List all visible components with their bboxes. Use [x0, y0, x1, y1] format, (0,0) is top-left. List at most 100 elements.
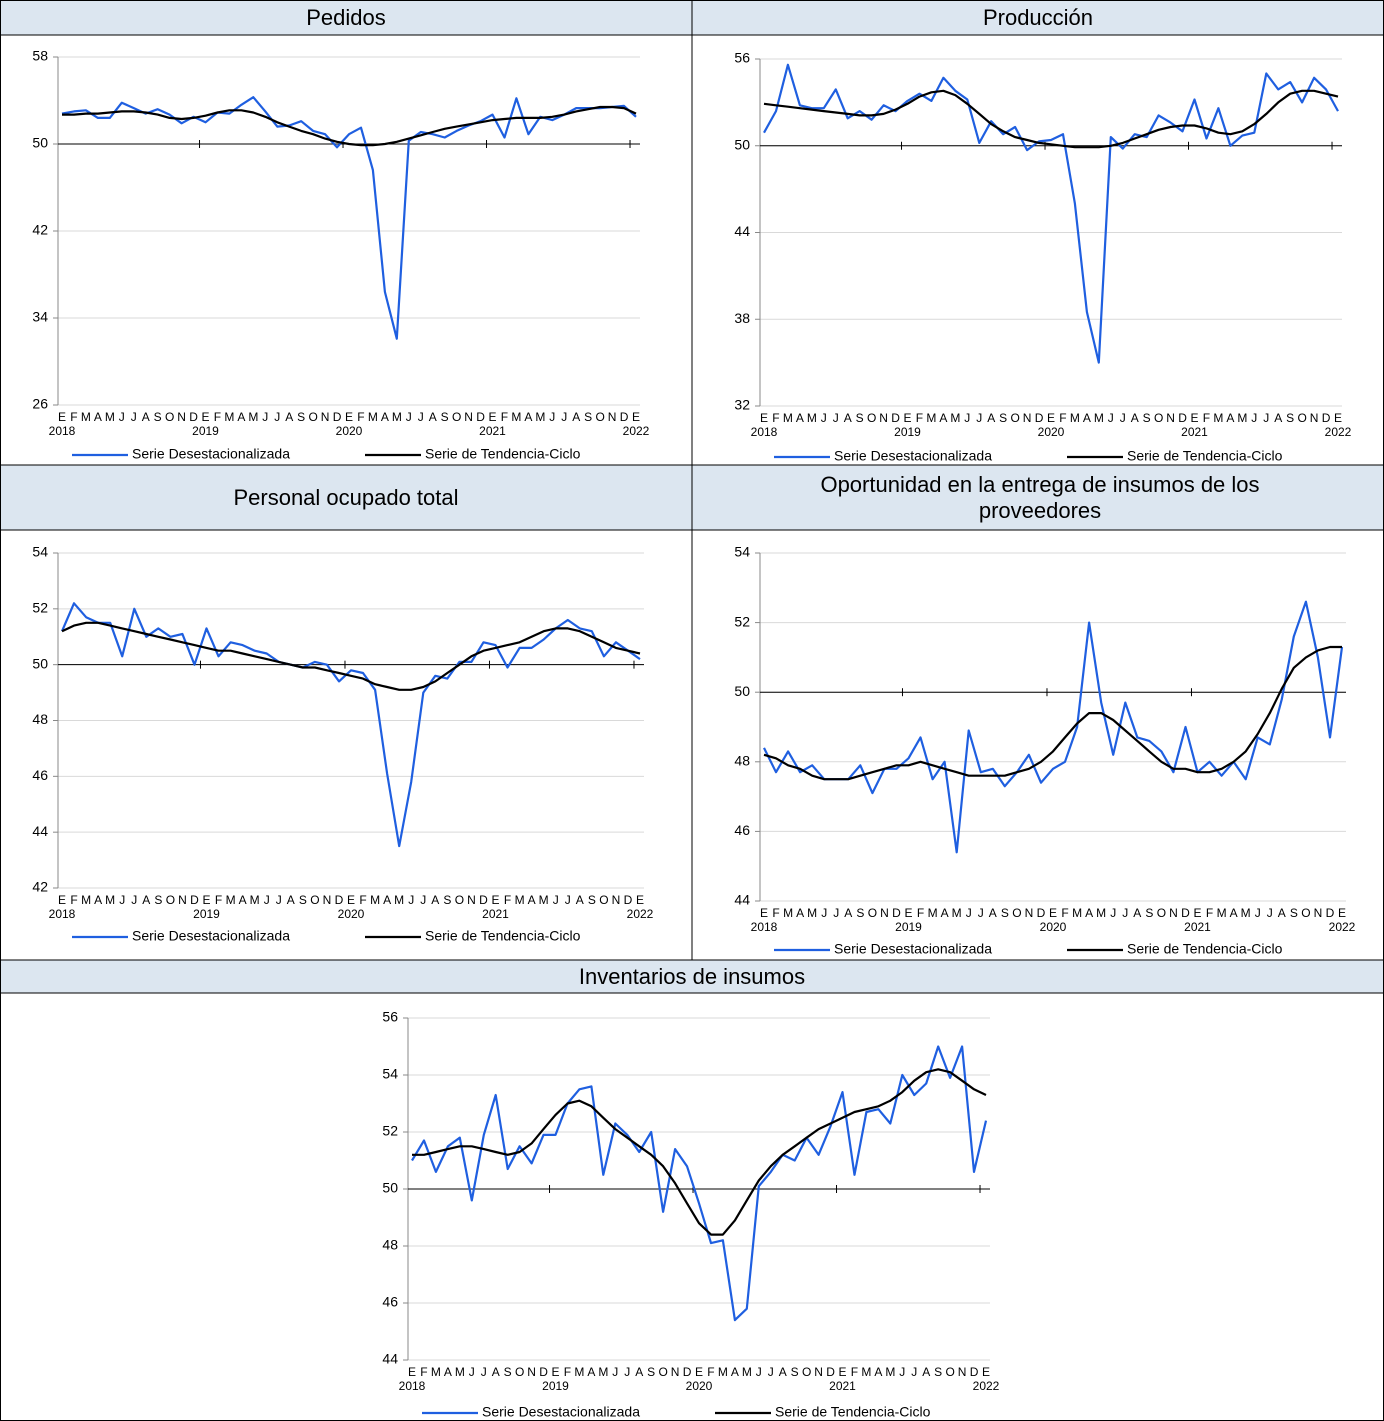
x-tick-label: J: [612, 1365, 618, 1379]
x-tick-label: J: [481, 1365, 487, 1379]
title-band: [0, 960, 1384, 993]
x-tick-label: N: [321, 410, 330, 424]
x-tick-label: A: [524, 410, 532, 424]
y-tick-label: 50: [32, 655, 48, 671]
x-tick-label: M: [1096, 906, 1106, 920]
x-tick-label: E: [1049, 906, 1057, 920]
chart-title: Pedidos: [306, 4, 386, 30]
x-tick-label: M: [950, 411, 960, 425]
x-tick-label: N: [1025, 906, 1034, 920]
x-tick-label: A: [1278, 906, 1286, 920]
x-tick-label: E: [345, 410, 353, 424]
x-tick-label: E: [488, 410, 496, 424]
year-label: 2022: [973, 1379, 1000, 1393]
x-tick-label: S: [999, 411, 1007, 425]
x-tick-label: M: [783, 411, 793, 425]
x-tick-label: F: [564, 1365, 571, 1379]
x-tick-label: M: [105, 410, 115, 424]
y-tick-label: 46: [734, 822, 750, 838]
y-tick-label: 50: [32, 135, 48, 151]
x-tick-label: E: [632, 410, 640, 424]
x-tick-label: D: [1035, 411, 1044, 425]
x-tick-label: E: [904, 906, 912, 920]
year-label: 2018: [751, 425, 778, 439]
x-tick-label: J: [418, 410, 424, 424]
y-tick-label: 50: [734, 683, 750, 699]
x-tick-label: F: [772, 411, 779, 425]
x-tick-label: A: [796, 906, 804, 920]
x-tick-label: J: [756, 1365, 762, 1379]
x-tick-label: A: [796, 411, 804, 425]
x-tick-label: N: [467, 893, 476, 907]
x-tick-label: M: [1213, 411, 1223, 425]
x-tick-label: O: [452, 410, 461, 424]
chart-title: Oportunidad en la entrega de insumos de …: [820, 471, 1260, 523]
x-tick-label: O: [308, 410, 317, 424]
x-tick-label: M: [1072, 906, 1082, 920]
x-tick-label: N: [177, 410, 186, 424]
x-tick-label: E: [347, 893, 355, 907]
x-tick-label: O: [1010, 411, 1019, 425]
x-tick-label: J: [565, 893, 571, 907]
x-tick-label: E: [1338, 906, 1346, 920]
x-tick-label: D: [1181, 906, 1190, 920]
x-tick-label: O: [802, 1365, 811, 1379]
x-tick-label: F: [504, 893, 511, 907]
x-tick-label: D: [1326, 906, 1335, 920]
x-tick-label: A: [239, 893, 247, 907]
x-tick-label: E: [636, 893, 644, 907]
x-tick-label: O: [310, 893, 319, 907]
y-tick-label: 48: [32, 711, 48, 727]
x-tick-label: A: [587, 1365, 595, 1379]
x-tick-label: S: [647, 1365, 655, 1379]
x-tick-label: A: [731, 1365, 739, 1379]
x-tick-label: M: [885, 1365, 895, 1379]
x-tick-label: J: [561, 410, 567, 424]
x-tick-label: E: [58, 410, 66, 424]
x-tick-label: F: [851, 1365, 858, 1379]
x-tick-label: J: [833, 906, 839, 920]
legend-label: Serie Desestacionalizada: [834, 941, 992, 957]
x-tick-label: D: [190, 893, 199, 907]
x-tick-label: J: [119, 893, 125, 907]
x-tick-label: O: [165, 410, 174, 424]
x-tick-label: E: [903, 411, 911, 425]
x-tick-label: E: [1193, 906, 1201, 920]
x-tick-label: J: [624, 1365, 630, 1379]
x-tick-label: M: [392, 410, 402, 424]
x-tick-label: F: [359, 893, 366, 907]
x-tick-label: N: [178, 893, 187, 907]
x-tick-label: A: [1131, 411, 1139, 425]
y-tick-label: 44: [734, 223, 750, 239]
x-tick-label: M: [861, 1365, 871, 1379]
x-tick-label: O: [599, 893, 608, 907]
x-tick-label: M: [370, 893, 380, 907]
x-tick-label: S: [504, 1365, 512, 1379]
year-label: 2021: [479, 424, 506, 438]
y-tick-label: 50: [734, 136, 750, 152]
x-tick-label: M: [926, 411, 936, 425]
chart-title: Inventarios de insumos: [578, 963, 806, 989]
x-tick-label: A: [576, 893, 584, 907]
x-tick-label: S: [1001, 906, 1009, 920]
x-tick-label: S: [297, 410, 305, 424]
x-tick-label: M: [718, 1365, 728, 1379]
year-label: 2018: [399, 1379, 426, 1393]
x-tick-label: E: [1047, 411, 1055, 425]
x-tick-label: J: [553, 893, 559, 907]
x-tick-label: A: [431, 893, 439, 907]
year-label: 2020: [338, 907, 365, 921]
x-tick-label: E: [982, 1365, 990, 1379]
year-label: 2020: [686, 1379, 713, 1393]
x-tick-label: M: [431, 1365, 441, 1379]
x-tick-label: O: [595, 410, 604, 424]
x-tick-label: J: [406, 410, 412, 424]
x-tick-label: M: [250, 893, 260, 907]
year-label: 2021: [1184, 920, 1211, 934]
x-tick-label: F: [707, 1365, 714, 1379]
x-tick-label: J: [768, 1365, 774, 1379]
year-label: 2021: [482, 907, 509, 921]
x-tick-label: A: [941, 906, 949, 920]
x-tick-label: A: [779, 1365, 787, 1379]
x-tick-label: J: [1110, 906, 1116, 920]
